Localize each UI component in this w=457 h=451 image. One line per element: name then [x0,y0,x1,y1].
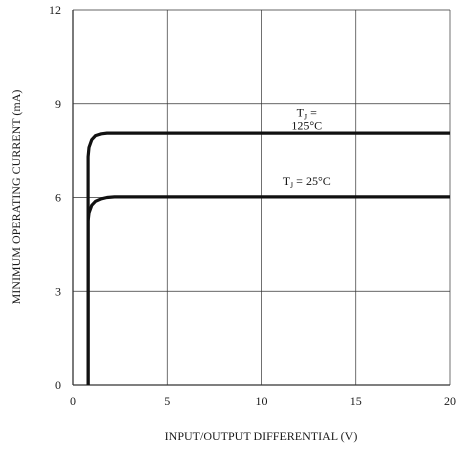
x-axis-title: INPUT/OUTPUT DIFFERENTIAL (V) [165,429,358,443]
label-subscript: J [290,181,293,190]
x-tick-label: 20 [444,394,456,408]
series-line-1 [86,131,450,385]
curve-label-line: TJ = 25°C [283,174,331,190]
y-axis-title: MINIMUM OPERATING CURRENT (mA) [9,90,23,305]
label-subscript: J [304,112,307,121]
curve-label-2: TJ = 25°C [283,174,331,190]
x-tick-label: 15 [350,394,362,408]
y-tick-label: 6 [55,191,61,205]
curve-label-line: TJ = [297,105,317,121]
x-tick-label: 10 [256,394,268,408]
label-main: T [297,105,305,119]
curve-label-line: 125°C [291,118,322,132]
series-line-2 [86,195,450,385]
x-tick-label: 0 [70,394,76,408]
label-rest: = [307,105,317,119]
curve-label-1: TJ =125°C [291,105,322,132]
y-tick-label: 12 [49,3,61,17]
label-main: T [283,174,291,188]
annotations: TJ =125°CTJ = 25°C [283,105,331,190]
tick-labels: 0 5 10 15 20 0 3 6 9 12 [49,3,456,408]
y-tick-label: 0 [55,378,61,392]
label-rest: = 25°C [293,174,331,188]
label-main: 125°C [291,118,322,132]
x-tick-label: 5 [164,394,170,408]
y-tick-label: 3 [55,284,61,298]
data-series [86,131,450,385]
y-tick-label: 9 [55,97,61,111]
